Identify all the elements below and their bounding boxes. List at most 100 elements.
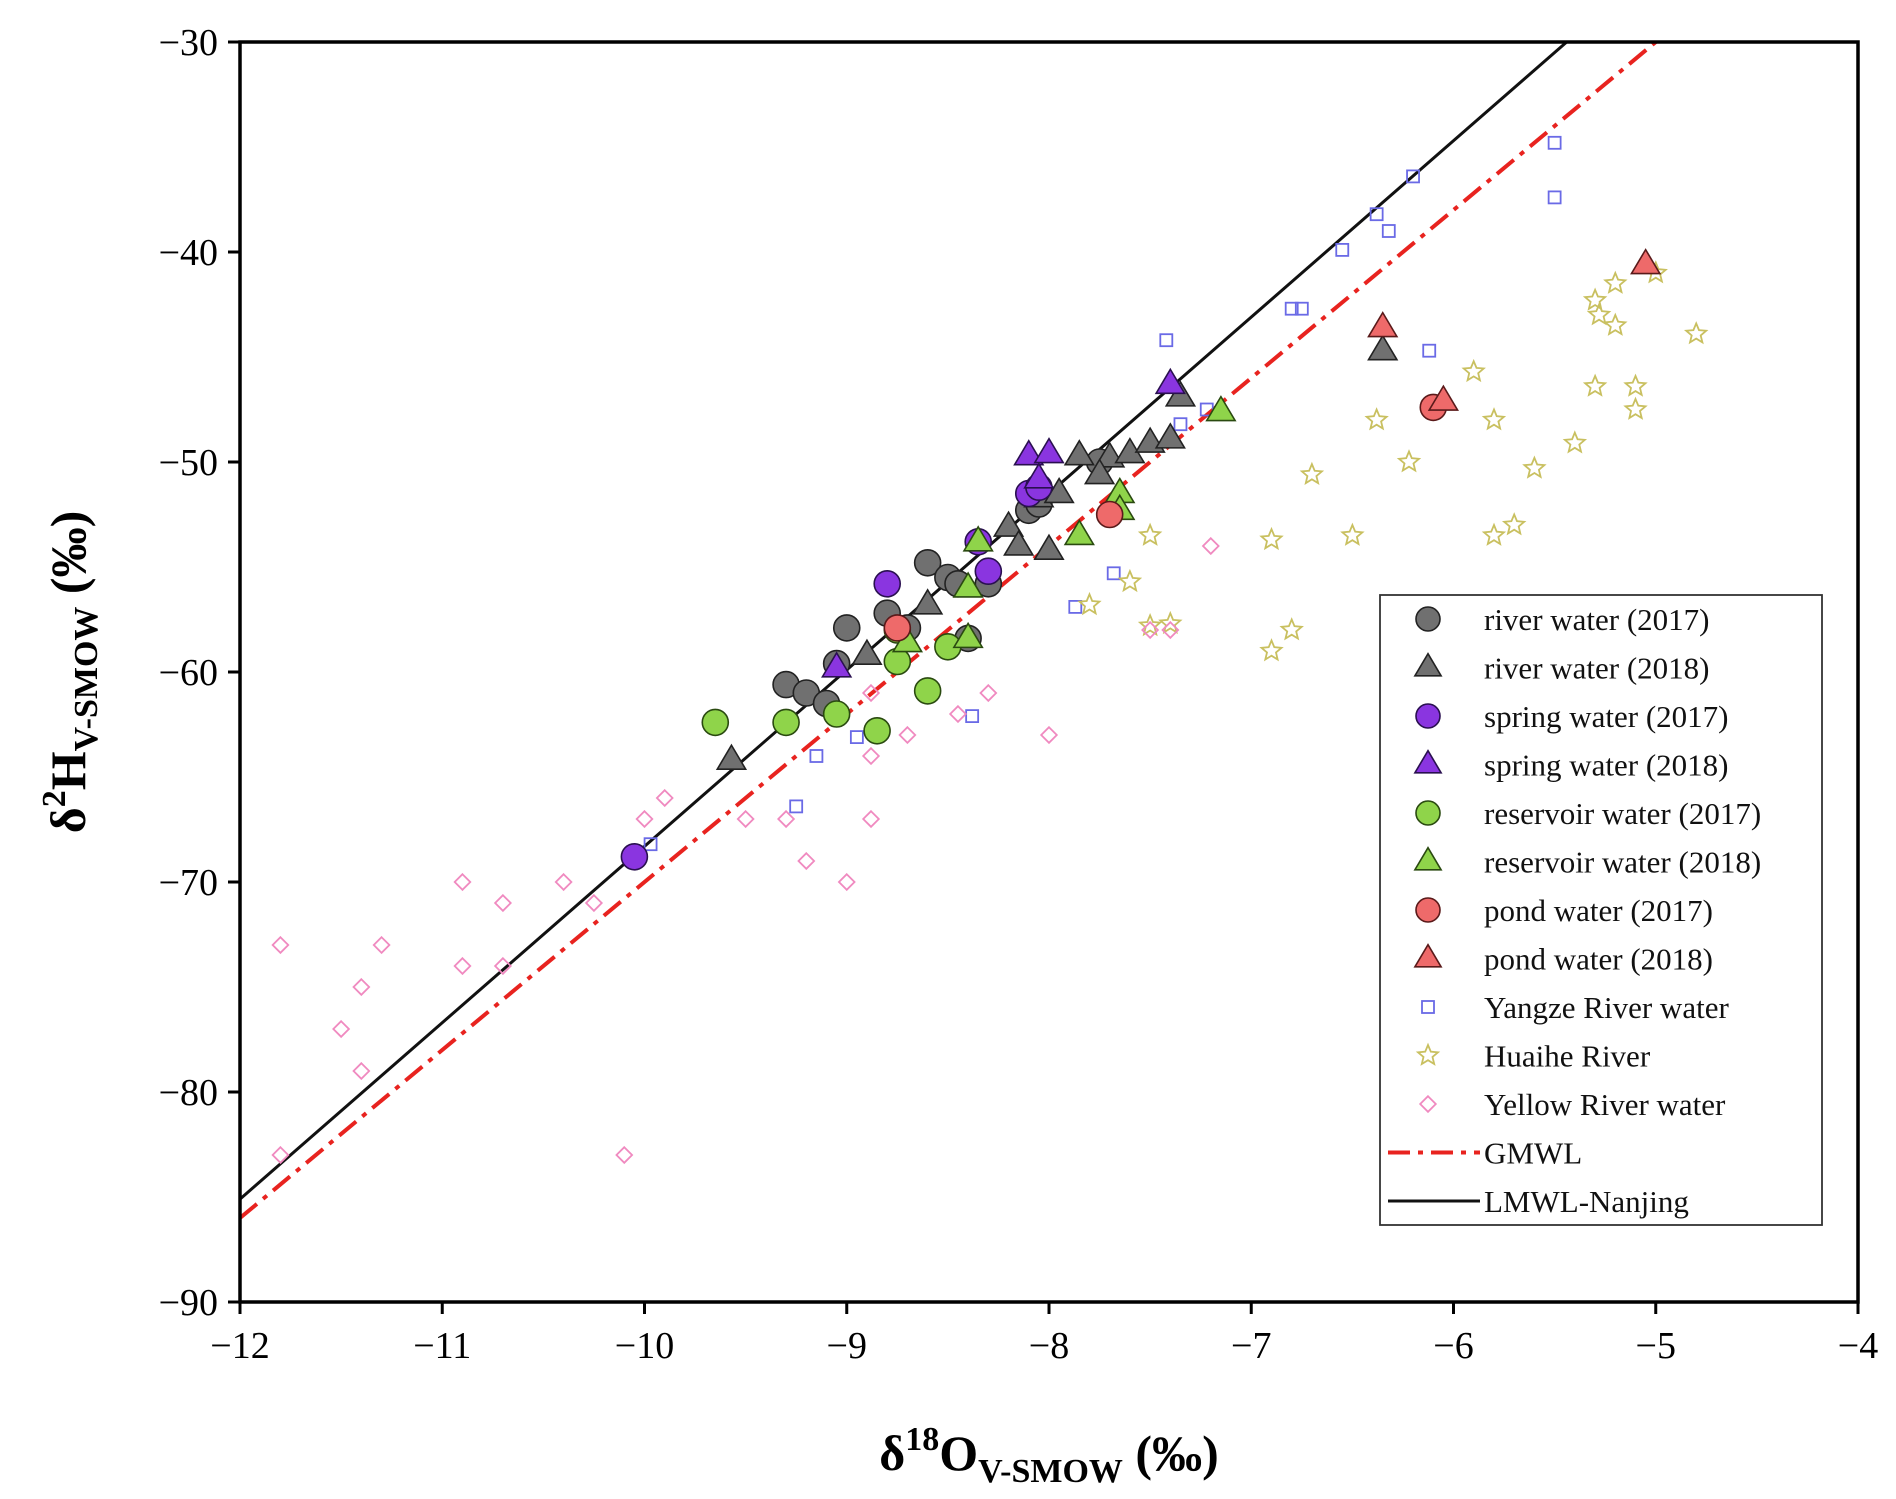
legend-marker-river-water-2017 xyxy=(1415,606,1441,632)
x-axis-title: δ18OV-SMOW (‰) xyxy=(879,1421,1218,1490)
x-axis-title-sub: V-SMOW xyxy=(978,1453,1123,1490)
yellow-river-water-point-2 xyxy=(332,1019,351,1039)
x-axis-title-delta: δ xyxy=(879,1425,905,1481)
huaihe-river-point-16 xyxy=(1522,455,1547,479)
y-tick-label: −30 xyxy=(159,22,218,64)
y-tick-label: −40 xyxy=(159,232,218,274)
huaihe-river-point-17 xyxy=(1562,430,1588,454)
reservoir-water-2018-point-3 xyxy=(962,525,994,552)
pond-water-2017-point-0 xyxy=(883,614,912,642)
legend-label-spring-water-2017: spring water (2017) xyxy=(1484,699,1729,734)
river-water-2018-point-0 xyxy=(715,743,748,770)
series-reservoir-water-2018 xyxy=(891,395,1237,653)
yellow-river-water-point-3 xyxy=(352,977,371,997)
huaihe-river-point-20 xyxy=(1586,302,1612,326)
legend: river water (2017) river water (2018) spri… xyxy=(1379,594,1823,1226)
legend-label-reservoir-water-2017: reservoir water (2017) xyxy=(1484,796,1761,831)
pond-water-2018-point-1 xyxy=(1427,384,1459,411)
series-yangze-river-water xyxy=(643,135,1562,852)
spring-water-2017-point-0 xyxy=(620,842,649,871)
legend-marker-river-water-2018 xyxy=(1413,652,1443,677)
yellow-river-water-point-11 xyxy=(584,893,604,913)
legend-label-yangze-river-water: Yangze River water xyxy=(1484,990,1729,1025)
yangze-river-water-point-3 xyxy=(849,730,864,744)
huaihe-river-point-26 xyxy=(1683,321,1709,345)
yangze-river-water-point-15 xyxy=(1406,169,1420,184)
river-water-2018-point-15 xyxy=(1367,334,1399,361)
huaihe-river-point-11 xyxy=(1396,449,1422,473)
legend-label-river-water-2018: river water (2018) xyxy=(1484,651,1710,686)
reservoir-water-2017-point-2 xyxy=(822,700,851,728)
yellow-river-water-point-14 xyxy=(655,788,674,808)
x-tick-label: −5 xyxy=(1636,1325,1676,1367)
legend-label-river-water-2017: river water (2017) xyxy=(1484,602,1710,637)
yellow-river-water-point-4 xyxy=(352,1061,371,1081)
yangze-river-water-point-14 xyxy=(1381,224,1396,238)
reservoir-water-2017-point-0 xyxy=(701,708,730,737)
y-axis-title-delta: δ xyxy=(40,807,96,833)
series-yellow-river-water xyxy=(271,536,1220,1165)
yangze-river-water-point-5 xyxy=(1068,600,1083,614)
river-water-2018-point-2 xyxy=(912,588,944,615)
huaihe-river-point-7 xyxy=(1279,617,1304,641)
river-water-2018-point-13 xyxy=(1154,422,1186,449)
huaihe-river-point-6 xyxy=(1259,638,1284,662)
x-tick-label: −4 xyxy=(1838,1325,1878,1367)
yellow-river-water-point-13 xyxy=(635,809,654,829)
yellow-river-water-point-21 xyxy=(861,809,881,829)
reservoir-water-2017-point-4 xyxy=(883,647,912,676)
series-reservoir-water-2017 xyxy=(701,616,962,745)
pond-water-2018-point-0 xyxy=(1367,311,1399,338)
yellow-river-water-point-20 xyxy=(861,746,881,766)
yellow-river-water-point-17 xyxy=(797,851,816,871)
legend-marker-reservoir-water-2018 xyxy=(1413,846,1443,871)
x-axis-title-sup: 18 xyxy=(905,1421,939,1458)
series-huaihe-river xyxy=(1077,260,1709,662)
huaihe-river-point-8 xyxy=(1299,461,1325,486)
huaihe-river-point-14 xyxy=(1481,522,1507,546)
yellow-river-water-point-12 xyxy=(615,1145,634,1165)
yellow-river-water-point-8 xyxy=(493,893,512,913)
yellow-river-water-point-26 xyxy=(1141,620,1160,640)
legend-marker-reservoir-water-2017 xyxy=(1415,800,1441,826)
legend-marker-yangze-river-water xyxy=(1421,1000,1435,1014)
spring-water-2018-point-3 xyxy=(1023,462,1055,489)
huaihe-river-point-21 xyxy=(1603,270,1628,294)
yangze-river-water-point-10 xyxy=(1284,301,1299,316)
river-water-2017-point-7 xyxy=(913,548,942,577)
x-tick-label: −7 xyxy=(1231,1325,1271,1367)
yellow-river-water-point-28 xyxy=(1201,536,1220,556)
spring-water-2018-point-1 xyxy=(1013,439,1045,466)
y-axis-title-unit: (‰) xyxy=(40,511,96,607)
yangze-river-water-point-0 xyxy=(643,837,658,852)
yangze-river-water-point-17 xyxy=(1547,135,1562,150)
yellow-river-water-point-7 xyxy=(453,956,472,976)
yellow-river-water-point-15 xyxy=(736,809,755,829)
river-water-2018-point-5 xyxy=(1033,533,1065,560)
data-points xyxy=(271,135,1709,1165)
series-pond-water-2018 xyxy=(1367,248,1662,411)
river-water-2018-point-3 xyxy=(992,510,1025,537)
reservoir-water-2017-point-6 xyxy=(913,677,942,705)
x-tick-label: −9 xyxy=(827,1325,867,1367)
huaihe-river-point-19 xyxy=(1582,287,1608,311)
reservoir-water-2017-point-1 xyxy=(772,708,800,737)
river-water-2018-point-10 xyxy=(1083,458,1116,485)
legend-label-pond-water-2017: pond water (2017) xyxy=(1484,893,1713,928)
huaihe-river-point-3 xyxy=(1137,612,1163,637)
legend-label-yellow-river-water: Yellow River water xyxy=(1484,1087,1726,1122)
yangze-river-water-point-7 xyxy=(1159,333,1174,348)
reservoir-water-2018-point-1 xyxy=(952,621,984,649)
spring-water-2018-point-4 xyxy=(1154,367,1186,395)
series-river-water-2018 xyxy=(715,334,1399,770)
huaihe-river-point-2 xyxy=(1137,522,1163,546)
spring-water-2018-point-0 xyxy=(821,651,853,678)
yangze-river-water-point-18 xyxy=(1547,190,1562,205)
legend-label-reservoir-water-2018: reservoir water (2018) xyxy=(1484,845,1761,880)
yangze-river-water-point-2 xyxy=(809,749,824,763)
x-tick-label: −10 xyxy=(615,1325,674,1367)
legend-label-huaihe-river: Huaihe River xyxy=(1484,1039,1651,1074)
yellow-river-water-point-10 xyxy=(554,872,573,892)
y-tick-label: −70 xyxy=(159,862,218,904)
